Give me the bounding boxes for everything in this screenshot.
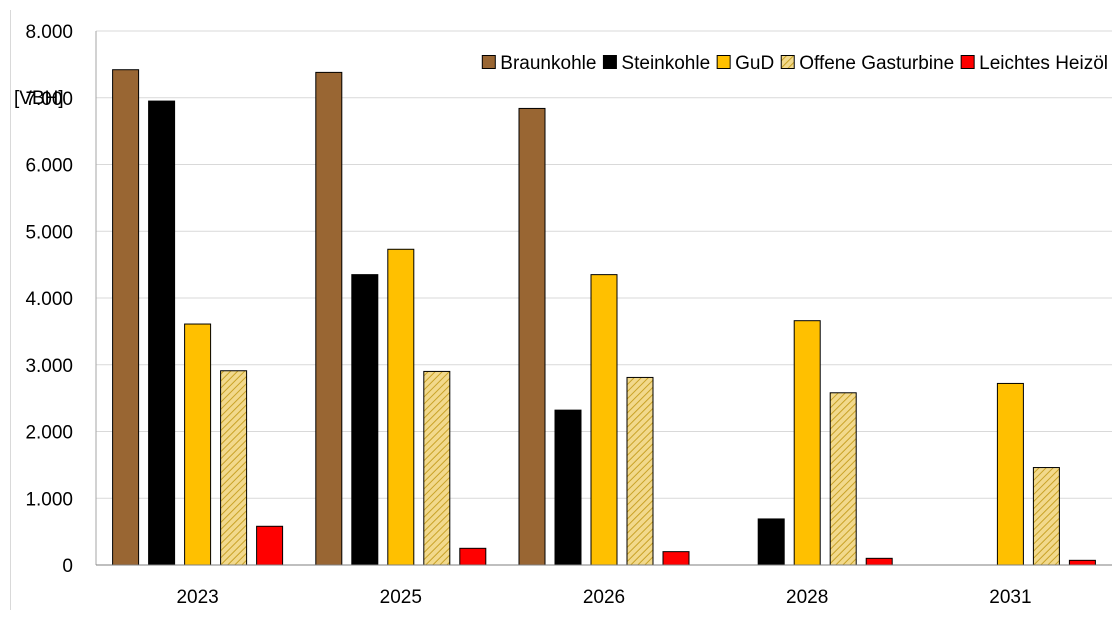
x-tick-label: 2026 <box>583 587 625 608</box>
bar-offene-gasturbine-2026 <box>626 376 654 566</box>
bar-offene-gasturbine-2023 <box>220 370 248 566</box>
legend-label: Offene Gasturbine <box>799 53 954 74</box>
bar-gud-2026 <box>590 274 618 566</box>
legend-label: Braunkohle <box>500 53 596 74</box>
y-tick-label: 1.000 <box>25 489 73 510</box>
legend-label: Steinkohle <box>621 53 710 74</box>
legend-swatch <box>602 55 617 69</box>
bar-steinkohle-2025 <box>351 274 379 566</box>
x-tick-label: 2028 <box>786 587 828 608</box>
bars <box>112 69 1096 566</box>
bar-leichtes-heiz-l-2028 <box>865 557 893 566</box>
bar-braunkohle-2025 <box>315 71 343 566</box>
legend-swatch <box>716 55 731 69</box>
bar-gud-2023 <box>184 323 212 566</box>
legend-swatch <box>780 55 795 69</box>
y-unit-label: [VBH] <box>14 88 64 109</box>
x-tick-label: 2023 <box>176 587 218 608</box>
y-tick-label: 7.000 <box>25 89 73 110</box>
bar-offene-gasturbine-2028 <box>829 392 857 566</box>
bar-leichtes-heiz-l-2025 <box>459 547 487 566</box>
bar-steinkohle-2028 <box>757 518 785 566</box>
axes: 0 1.000 2.000 3.000 4.000 5.000 6.000 7.000 8.00… <box>25 22 1112 608</box>
y-tick-label: 8.000 <box>25 22 73 43</box>
bar-leichtes-heiz-l-2031 <box>1068 559 1096 566</box>
x-tick-label: 2031 <box>989 587 1031 608</box>
bar-braunkohle-2026 <box>518 107 546 566</box>
y-tick-label: 2.000 <box>25 423 73 444</box>
bar-gud-2031 <box>996 382 1024 566</box>
legend-swatch <box>481 55 496 69</box>
legend: Braunkohle Steinkohle GuD Offene Gasturbine… <box>481 53 1108 74</box>
bar-braunkohle-2023 <box>112 69 140 566</box>
bar-steinkohle-2023 <box>148 100 176 566</box>
y-tick-label: 6.000 <box>25 156 73 177</box>
plot-frame-left-edge <box>10 10 11 610</box>
bar-offene-gasturbine-2025 <box>423 370 451 566</box>
bar-leichtes-heiz-l-2023 <box>256 525 284 566</box>
bar-gud-2025 <box>387 248 415 566</box>
y-tick-label: 4.000 <box>25 289 73 310</box>
y-tick-label: 0 <box>62 556 73 577</box>
y-tick-label: 3.000 <box>25 356 73 377</box>
bar-offene-gasturbine-2031 <box>1032 467 1060 566</box>
legend-swatch <box>960 55 975 69</box>
legend-label: GuD <box>735 53 774 74</box>
bar-gud-2028 <box>793 320 821 566</box>
legend-label: Leichtes Heizöl <box>979 53 1108 74</box>
bar-leichtes-heiz-l-2026 <box>662 551 690 566</box>
x-tick-label: 2025 <box>380 587 422 608</box>
bar-steinkohle-2026 <box>554 409 582 566</box>
y-tick-label: 5.000 <box>25 222 73 243</box>
